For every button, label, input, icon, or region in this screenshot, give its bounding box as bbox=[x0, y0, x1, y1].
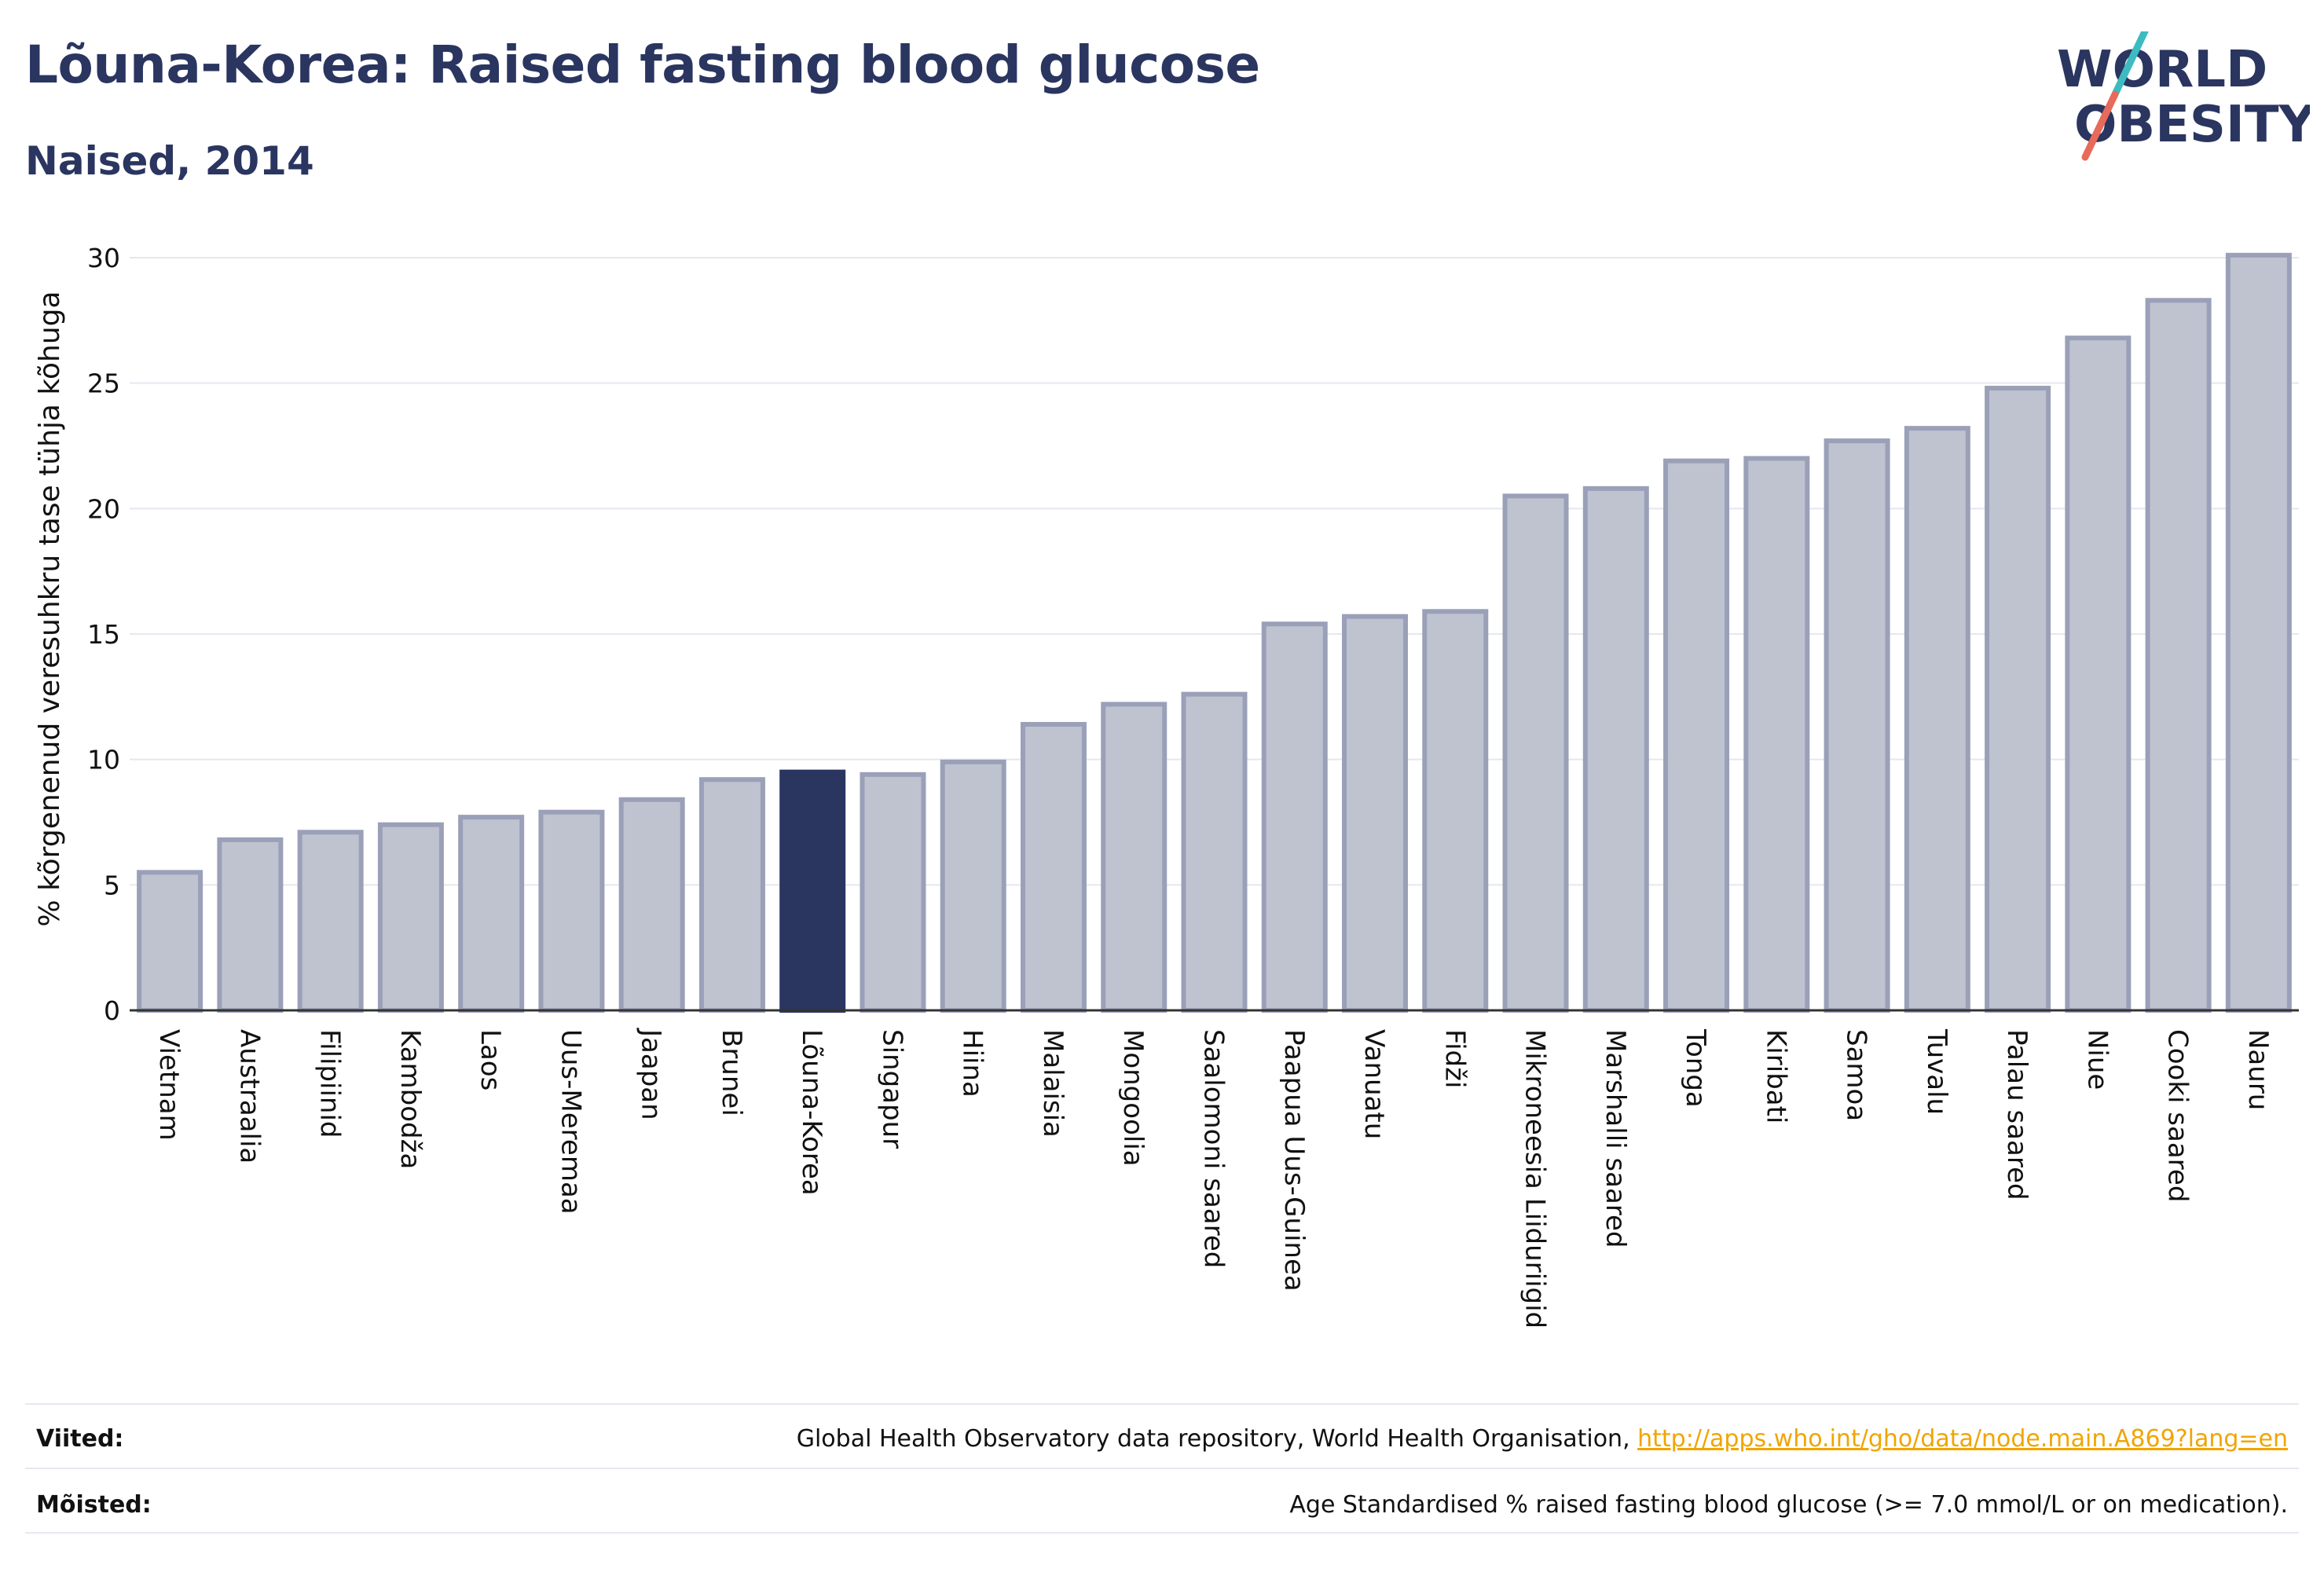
y-tick-label: 25 bbox=[87, 368, 120, 399]
x-tick-label: Vanuatu bbox=[1358, 1029, 1390, 1139]
footer-divider-middle bbox=[25, 1468, 2299, 1469]
x-tick-label: Saalomoni saared bbox=[1198, 1029, 1230, 1268]
bar[interactable] bbox=[940, 759, 1006, 1013]
bar[interactable] bbox=[2065, 335, 2132, 1013]
logo-slash-top bbox=[2111, 31, 2149, 98]
x-tick-label: Austraalia bbox=[233, 1029, 265, 1164]
bar[interactable] bbox=[1502, 493, 1569, 1013]
x-tick-label: Nauru bbox=[2242, 1029, 2274, 1110]
x-tick-label: Vietnam bbox=[153, 1029, 185, 1141]
x-tick-label: Hiina bbox=[957, 1029, 988, 1098]
x-tick-label: Marshalli saared bbox=[1600, 1029, 1631, 1248]
bar[interactable] bbox=[1342, 614, 1409, 1013]
bar[interactable] bbox=[1181, 691, 1248, 1013]
bar[interactable] bbox=[2145, 298, 2212, 1013]
bar[interactable] bbox=[860, 772, 926, 1013]
bar[interactable] bbox=[377, 822, 444, 1013]
definitions-label: Mõisted: bbox=[36, 1491, 152, 1519]
bar[interactable] bbox=[1743, 456, 1810, 1013]
bar[interactable] bbox=[618, 797, 685, 1013]
chart-subtitle: Naised, 2014 bbox=[25, 138, 314, 184]
bar[interactable] bbox=[1824, 438, 1890, 1013]
x-tick-label: Tonga bbox=[1680, 1028, 1711, 1108]
x-tick-label: Laos bbox=[475, 1029, 506, 1090]
x-tick-label: Palau saared bbox=[2001, 1029, 2033, 1200]
x-tick-label: Cooki saared bbox=[2162, 1029, 2194, 1202]
sources-label: Viited: bbox=[36, 1425, 124, 1453]
bar[interactable] bbox=[1261, 621, 1328, 1013]
bar-highlighted[interactable] bbox=[779, 769, 846, 1013]
bar[interactable] bbox=[297, 830, 364, 1013]
bar-chart: 0 5 10 15 20 25 30 Vietnam Austraalia Filipiinid K… bbox=[34, 243, 2299, 1329]
bar[interactable] bbox=[217, 837, 284, 1013]
x-tick-label: Singapur bbox=[876, 1029, 907, 1149]
x-tick-label: Mikroneesia Liiduriigid bbox=[1519, 1029, 1551, 1329]
y-tick-label: 5 bbox=[104, 870, 120, 900]
bar[interactable] bbox=[1582, 486, 1649, 1013]
definitions-text: Age Standardised % raised fasting blood … bbox=[1289, 1491, 2288, 1519]
x-tick-label: Filipiinid bbox=[314, 1029, 346, 1138]
x-tick-label: Paapua Uus-Guinea bbox=[1278, 1029, 1310, 1292]
world-obesity-logo: WORLD OBESITY bbox=[2057, 31, 2310, 161]
y-tick-label: 20 bbox=[87, 493, 120, 524]
bar[interactable] bbox=[2225, 252, 2292, 1013]
sources-text-body: Global Health Observatory data repositor… bbox=[796, 1425, 1638, 1453]
bar[interactable] bbox=[1020, 721, 1087, 1013]
bar[interactable] bbox=[1663, 458, 1730, 1013]
bar[interactable] bbox=[538, 809, 605, 1013]
x-tick-label: Kiribati bbox=[1760, 1029, 1791, 1123]
footer-divider-top bbox=[25, 1403, 2299, 1405]
bar[interactable] bbox=[137, 870, 203, 1013]
footer-divider-bottom bbox=[25, 1532, 2299, 1534]
bar[interactable] bbox=[1904, 426, 1970, 1013]
x-tick-label: Uus-Meremaa bbox=[555, 1029, 586, 1215]
x-tick-label: Mongoolia bbox=[1117, 1029, 1149, 1167]
y-axis-label: % kõrgenenud veresuhkru tase tühja kõhug… bbox=[34, 291, 66, 926]
sources-link[interactable]: http://apps.who.int/gho/data/node.main.A… bbox=[1637, 1425, 2288, 1453]
bar[interactable] bbox=[1422, 609, 1489, 1013]
x-tick-label: Tuvalu bbox=[1921, 1028, 1952, 1115]
x-tick-label: Lõuna-Korea bbox=[796, 1029, 827, 1196]
y-tick-label: 15 bbox=[87, 619, 120, 650]
x-tick-label: Fidži bbox=[1439, 1029, 1470, 1088]
logo-slash-bottom bbox=[2081, 90, 2119, 161]
x-tick-label: Brunei bbox=[716, 1029, 747, 1116]
bar[interactable] bbox=[458, 815, 525, 1013]
x-tick-label: Jaapan bbox=[636, 1028, 667, 1120]
x-tick-label: Samoa bbox=[1841, 1029, 1872, 1121]
x-tick-label: Kambodža bbox=[394, 1029, 426, 1169]
bars bbox=[137, 252, 2292, 1013]
x-tick-label: Malaisia bbox=[1037, 1029, 1069, 1138]
y-tick-label: 0 bbox=[104, 995, 120, 1026]
y-tick-label: 10 bbox=[87, 745, 120, 775]
x-tick-label: Niue bbox=[2081, 1029, 2113, 1090]
logo-line-1: WORLD bbox=[2057, 41, 2267, 99]
bar[interactable] bbox=[1985, 386, 2051, 1013]
y-tick-label: 30 bbox=[87, 243, 120, 273]
axes: 0 5 10 15 20 25 30 Vietnam Austraalia Filipiinid K… bbox=[87, 243, 2299, 1329]
chart-title: Lõuna-Korea: Raised fasting blood glucos… bbox=[25, 35, 1260, 95]
bar[interactable] bbox=[1101, 702, 1167, 1013]
bar[interactable] bbox=[698, 777, 765, 1013]
sources-text: Global Health Observatory data repositor… bbox=[797, 1425, 2288, 1453]
